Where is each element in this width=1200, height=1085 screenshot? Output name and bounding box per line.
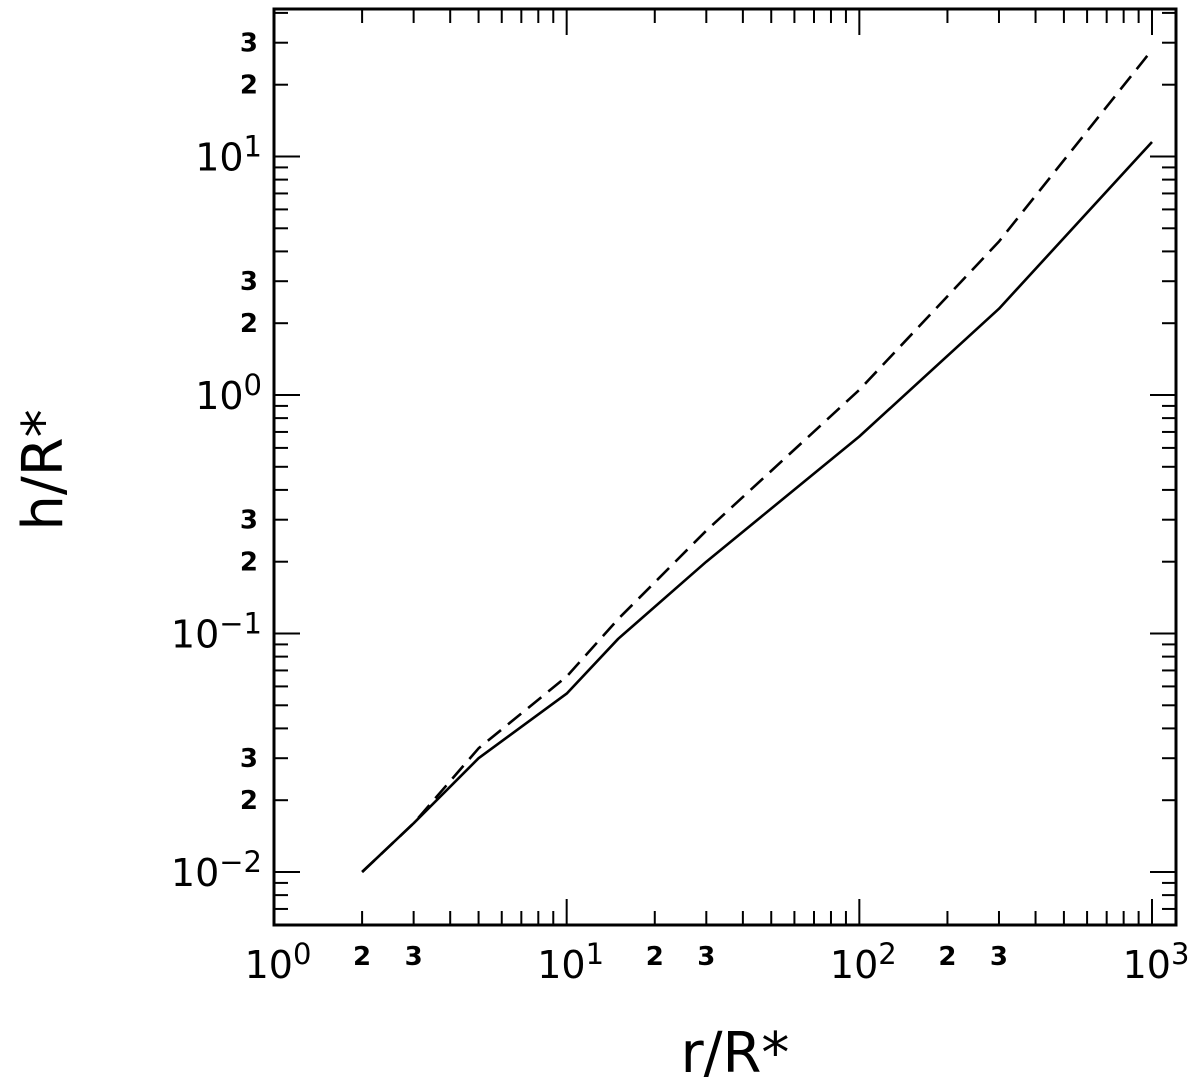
- x-minor-tick-label: 3: [697, 942, 715, 972]
- x-tick-label: 100: [245, 937, 312, 987]
- y-minor-tick-label: 3: [240, 29, 258, 59]
- y-minor-tick-label: 3: [240, 506, 258, 536]
- y-minor-tick-label: 2: [240, 786, 258, 816]
- x-axis-label: r/R*: [681, 1021, 790, 1085]
- y-minor-tick-label: 2: [240, 548, 258, 578]
- x-minor-tick-label: 3: [990, 942, 1008, 972]
- y-minor-tick-label: 2: [240, 71, 258, 101]
- ticks: [273, 9, 1176, 925]
- x-minor-tick-label: 2: [353, 942, 371, 972]
- plot-frame: [272, 7, 1178, 927]
- dashed-series-line: [361, 49, 1154, 873]
- tick-labels: 100 101 102 103 2 3 2 3 2 3 10−2 10−1 100 101 2 3 2 3 2 3 2 3: [171, 29, 1190, 987]
- x-tick-label: 101: [537, 937, 604, 987]
- series: [361, 49, 1154, 873]
- y-tick-label: 100: [195, 368, 262, 418]
- y-axis-label: h/R*: [11, 409, 76, 530]
- x-tick-label: 102: [830, 937, 897, 987]
- x-minor-tick-label: 2: [938, 942, 956, 972]
- x-minor-tick-label: 3: [405, 942, 423, 972]
- y-minor-tick-label: 3: [240, 744, 258, 774]
- y-tick-label: 101: [195, 130, 262, 180]
- y-minor-tick-label: 2: [240, 309, 258, 339]
- x-minor-tick-label: 2: [646, 942, 664, 972]
- y-minor-tick-label: 3: [240, 267, 258, 297]
- y-tick-label: 10−2: [171, 845, 262, 895]
- y-tick-label: 10−1: [171, 607, 262, 657]
- x-tick-label: 103: [1123, 937, 1190, 987]
- solid-series-line: [361, 141, 1153, 873]
